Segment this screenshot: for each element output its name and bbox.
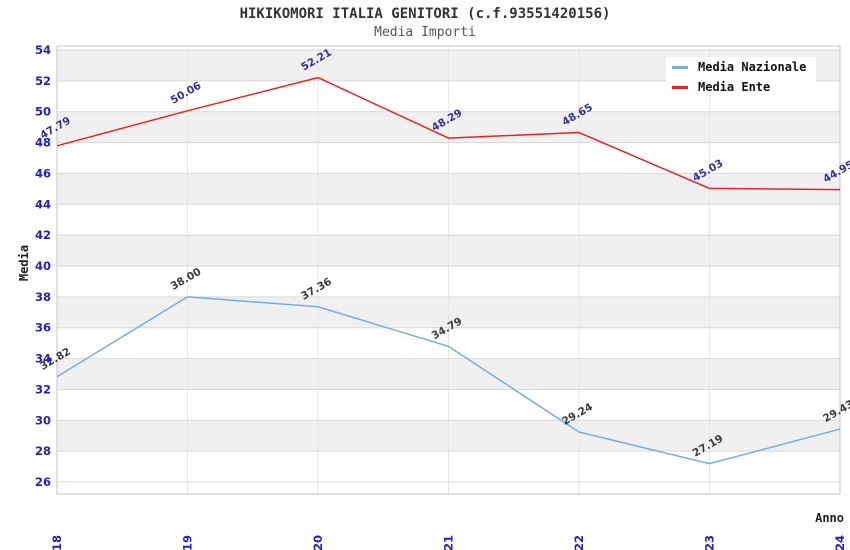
y-axis-title: Media [17, 244, 32, 282]
legend-item-media-ente: Media Ente [666, 77, 817, 97]
x-tick-label: 2022 [572, 535, 586, 550]
chart-title: HIKIKOMORI ITALIA GENITORI (c.f.93551420… [239, 6, 611, 22]
y-tick-label: 38 [35, 290, 51, 304]
x-axis-title: Anno [815, 511, 844, 525]
chart-subtitle: Media Importi [374, 25, 476, 40]
x-tick-label: 2021 [442, 535, 456, 550]
data-point-label: 50.06 [169, 80, 204, 107]
x-tick-label: 2020 [311, 535, 325, 550]
legend-label: Media Nazionale [698, 60, 807, 74]
y-tick-label: 54 [35, 43, 51, 57]
y-tick-label: 32 [35, 382, 51, 396]
y-tick-label: 48 [35, 136, 51, 150]
y-tick-label: 44 [35, 197, 51, 211]
legend-item-media-nazionale: Media Nazionale [666, 57, 817, 77]
series-line-media-nazionale [56, 296, 841, 465]
x-tick-label: 2019 [181, 535, 195, 550]
y-tick-label: 30 [35, 413, 51, 427]
y-tick-label: 52 [35, 74, 51, 88]
legend: Media Nazionale Media Ente [666, 57, 817, 97]
y-tick-label: 36 [35, 321, 51, 335]
y-tick-label: 46 [35, 166, 51, 180]
legend-line-swatch-red [672, 85, 688, 89]
y-tick-label: 34 [35, 352, 51, 366]
legend-line-swatch-blue [672, 65, 688, 69]
x-tick-label: 2018 [50, 535, 64, 550]
plot-border [56, 45, 841, 495]
y-tick-label: 42 [35, 228, 51, 242]
x-tick-label: 2023 [703, 535, 717, 550]
y-tick-label: 50 [35, 105, 51, 119]
series-line-media-ente [56, 76, 841, 191]
x-tick-label: 2024 [833, 535, 847, 550]
legend-label: Media Ente [698, 80, 771, 94]
y-tick-label: 26 [35, 475, 51, 489]
y-tick-label: 28 [35, 444, 51, 458]
y-tick-label: 40 [35, 259, 51, 273]
data-point-label: 38.00 [169, 266, 204, 293]
